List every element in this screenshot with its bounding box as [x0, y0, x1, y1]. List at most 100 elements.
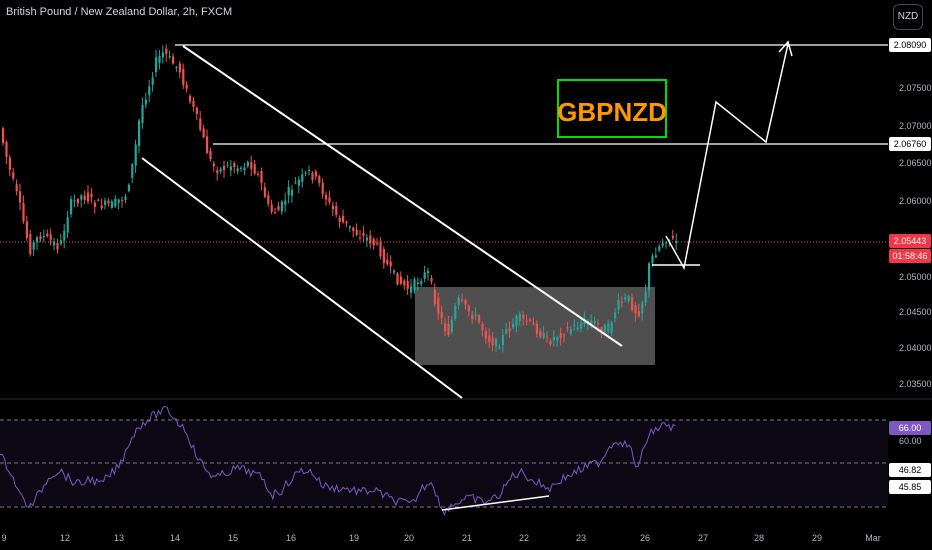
time-tick-label: 20: [404, 533, 414, 543]
candle-body: [559, 333, 562, 338]
candle-body: [19, 191, 22, 203]
candle-body: [195, 107, 198, 115]
candle-body: [386, 259, 389, 265]
price-panel: GBPNZD: [0, 40, 888, 399]
rsi-axis[interactable]: 66.00 60.00 46.82 45.85: [889, 421, 931, 494]
candle-body: [512, 323, 515, 328]
candle-body: [56, 242, 59, 250]
candle-body: [362, 233, 365, 236]
chart-title: British Pound / New Zealand Dollar, 2h, …: [6, 6, 233, 18]
candle-body: [100, 205, 103, 209]
candle-body: [287, 187, 290, 196]
candle-body: [206, 136, 209, 153]
candle-body: [658, 246, 661, 251]
candle-body: [532, 322, 535, 325]
candle-body: [457, 297, 460, 305]
candle-body: [525, 320, 528, 322]
time-tick-label: 28: [754, 533, 764, 543]
candle-body: [263, 187, 266, 197]
time-tick-label: 16: [286, 533, 296, 543]
price-tick-label-box: [889, 249, 931, 263]
candle-body: [274, 212, 277, 214]
candle-body: [29, 234, 32, 254]
time-tick-label: 26: [640, 533, 650, 543]
currency-button[interactable]: NZD: [893, 4, 923, 30]
candle-body: [97, 199, 100, 201]
candle-body: [416, 282, 419, 285]
candle-body: [110, 201, 113, 208]
candle-body: [566, 327, 569, 329]
candle-body: [76, 198, 79, 204]
candle-body: [223, 165, 226, 171]
candle-body: [2, 128, 5, 144]
price-axis[interactable]: 2.08090 2.07500 2.07000 2.06760 2.06500 2.060…: [889, 38, 932, 389]
price-tick-label: 2.05443: [894, 236, 927, 246]
time-tick-label: 19: [349, 533, 359, 543]
channel-upper-line: [182, 45, 623, 347]
time-tick-label: 23: [576, 533, 586, 543]
price-tick-label: 2.07000: [899, 121, 932, 131]
candle-body: [467, 306, 470, 312]
candle-body: [352, 227, 355, 232]
candle-body: [12, 172, 15, 179]
price-tick-label: 2.06000: [899, 196, 932, 206]
candle-body: [148, 86, 151, 96]
candle-body: [644, 292, 647, 303]
candle-body: [36, 237, 39, 243]
candle-body: [549, 340, 552, 345]
candle-body: [573, 324, 576, 326]
candle-body: [355, 229, 358, 235]
candle-body: [651, 255, 654, 264]
candle-body: [420, 281, 423, 285]
candle-body: [219, 168, 222, 172]
candle-body: [131, 164, 134, 178]
channel-lower-line: [141, 157, 463, 399]
candle-body: [580, 323, 583, 329]
candle-body: [491, 338, 494, 346]
candle-body: [546, 336, 549, 338]
candle-body: [617, 299, 620, 310]
candle-body: [576, 327, 579, 330]
candle-body: [117, 199, 120, 203]
candle-body: [508, 328, 511, 332]
candle-body: [172, 56, 175, 64]
candle-body: [270, 204, 273, 212]
time-tick-label: 29: [812, 533, 822, 543]
time-tick-label: 27: [698, 533, 708, 543]
time-tick-label: 22: [519, 533, 529, 543]
candle-body: [515, 316, 518, 326]
candle-body: [87, 192, 90, 202]
candle-body: [161, 52, 164, 58]
candle-body: [253, 164, 256, 174]
time-tick-label: 9: [1, 533, 6, 543]
candle-body: [311, 172, 314, 181]
candle-body: [138, 120, 141, 146]
candle-body: [229, 166, 232, 171]
candle-body: [372, 239, 375, 246]
candle-body: [192, 100, 195, 108]
candle-body: [413, 279, 416, 291]
candle-body: [63, 230, 66, 241]
candle-body: [212, 163, 215, 167]
price-tick-label: 2.03500: [899, 379, 932, 389]
rsi-line: [0, 405, 676, 517]
candle-body: [478, 315, 481, 323]
candle-body: [297, 179, 300, 186]
candle-body: [631, 297, 634, 311]
price-tick-label-box: [889, 137, 931, 151]
candle-body: [365, 237, 368, 241]
candle-body: [127, 184, 130, 191]
candle-body: [447, 323, 450, 336]
time-tick-label: 21: [462, 533, 472, 543]
time-tick-label: 15: [228, 533, 238, 543]
price-tick-label: 2.04500: [899, 307, 932, 317]
candle-body: [25, 221, 28, 238]
time-axis[interactable]: 9 12 13 14 15 16 19 20 21 22 23 26 27 28 29 Mar: [1, 533, 880, 543]
rsi-tick-label: 66.00: [899, 423, 922, 433]
candle-body: [240, 167, 243, 169]
candle-body: [437, 297, 440, 314]
candle-body: [32, 242, 35, 250]
candle-body: [246, 161, 249, 167]
price-tick-label-box: [889, 38, 931, 52]
